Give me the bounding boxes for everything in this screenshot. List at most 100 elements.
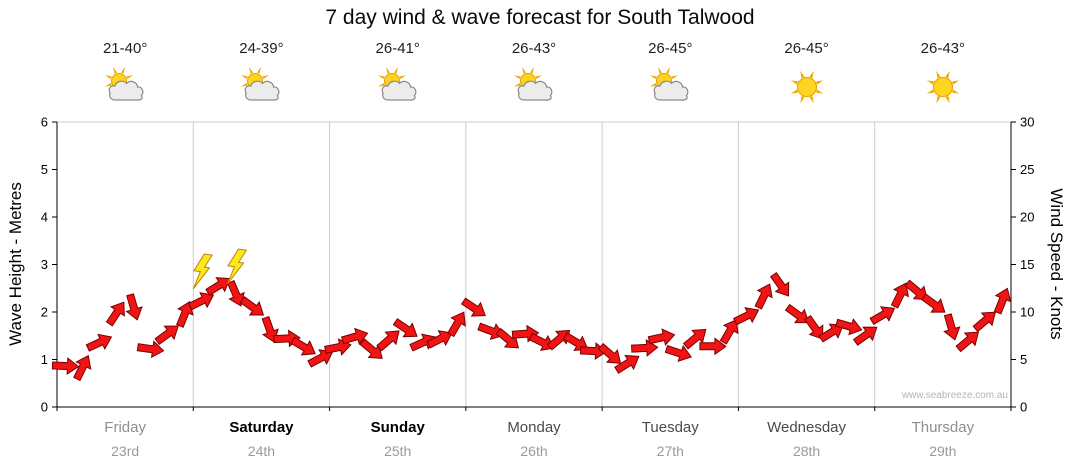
sun-icon <box>926 70 960 104</box>
wind-arrow <box>972 311 996 333</box>
wind-arrow <box>187 292 215 311</box>
cloud-icon <box>245 80 280 101</box>
wind-arrow <box>614 354 640 374</box>
watermark: www.seabreeze.com.au <box>901 390 1008 401</box>
day-label: Sunday <box>370 419 425 436</box>
sun-disc <box>796 77 817 97</box>
partly-cloudy-icon <box>241 66 280 101</box>
wind-arrow <box>699 337 727 356</box>
temperature-label: 26-45° <box>784 40 829 57</box>
lightning-icon <box>192 253 214 290</box>
wind-arrow <box>682 328 707 350</box>
wind-arrow <box>993 287 1012 315</box>
day-label: Wednesday <box>767 419 847 436</box>
wind-arrow <box>869 306 896 326</box>
wind-arrow <box>890 282 910 309</box>
left-axis-tick-label: 4 <box>41 210 48 225</box>
wind-arrow <box>818 323 844 343</box>
day-date: 27th <box>656 443 684 459</box>
sun-icon <box>790 70 823 104</box>
left-axis-tick-label: 2 <box>41 305 48 320</box>
left-axis-tick-label: 0 <box>41 400 48 415</box>
day-date: 29th <box>929 443 957 459</box>
chart-title: 7 day wind & wave forecast for South Tal… <box>325 6 755 29</box>
wind-arrow <box>136 340 165 359</box>
wind-arrow <box>447 311 466 338</box>
weather-icon <box>647 66 693 113</box>
wind-arrow <box>719 319 739 345</box>
day-date: 25th <box>384 443 412 459</box>
wind-arrow <box>647 328 676 346</box>
right-axis-tick-label: 30 <box>1020 115 1034 130</box>
right-axis-tick-label: 25 <box>1020 162 1034 177</box>
cloud-icon <box>517 80 553 101</box>
wind-arrow <box>51 357 80 376</box>
day-date: 23rd <box>111 443 140 459</box>
partly-cloudy-icon <box>649 66 689 101</box>
right-axis-tick-label: 15 <box>1020 257 1034 272</box>
wind-arrow <box>835 318 863 336</box>
wind-arrow <box>921 293 946 313</box>
wind-arrow-series <box>51 271 1012 382</box>
right-axis-tick-label: 0 <box>1020 400 1027 415</box>
wind-arrow <box>460 297 486 317</box>
temperature-label: 24-39° <box>239 40 284 57</box>
day-label: Tuesday <box>641 419 699 436</box>
wind-arrow <box>341 327 369 346</box>
day-label: Monday <box>507 419 561 436</box>
wind-arrow <box>359 338 383 359</box>
cloud-icon <box>381 80 417 101</box>
left-axis-tick-label: 5 <box>41 162 48 177</box>
wind-arrow <box>597 342 622 364</box>
day-date: 26th <box>520 443 548 459</box>
cloud-icon <box>108 80 144 101</box>
temperature-label: 21-40° <box>102 40 148 57</box>
wind-arrow <box>426 330 453 349</box>
temperature-label: 26-45° <box>648 40 693 57</box>
left-axis-title: Wave Height - Metres <box>6 182 25 346</box>
temperature-label: 26-41° <box>375 40 420 57</box>
wind-arrow <box>154 325 179 346</box>
wind-arrow <box>125 293 143 321</box>
temperature-label: 26-43° <box>920 40 966 57</box>
day-label: Thursday <box>911 419 975 436</box>
wind-arrow <box>769 271 790 297</box>
right-axis-tick-label: 5 <box>1020 352 1027 367</box>
left-axis-tick-label: 6 <box>41 115 48 130</box>
day-label: Friday <box>104 419 146 436</box>
wind-arrow <box>307 349 334 368</box>
day-date: 28th <box>792 443 821 459</box>
wind-arrow <box>239 296 265 316</box>
right-axis-tick-label: 20 <box>1020 210 1034 225</box>
wind-arrow <box>955 331 980 353</box>
wind-arrow <box>733 307 760 326</box>
wind-arrow <box>904 279 928 301</box>
wind-arrow <box>852 326 878 346</box>
left-axis-tick-label: 3 <box>41 257 48 272</box>
partly-cloudy-icon <box>377 66 417 101</box>
wind-arrow <box>754 283 773 310</box>
weather-icon <box>238 66 284 113</box>
wind-arrow <box>664 344 692 363</box>
weather-icon <box>102 66 148 113</box>
wind-arrow <box>528 332 555 352</box>
wind-arrow <box>85 333 113 352</box>
wind-arrow <box>73 354 92 382</box>
wind-arrow <box>631 338 659 357</box>
wind-arrow <box>205 277 231 297</box>
partly-cloudy-icon <box>104 66 144 101</box>
wind-arrow <box>804 314 824 340</box>
wind-arrow <box>943 313 961 341</box>
lightning-icon <box>226 248 248 285</box>
partly-cloudy-icon <box>513 66 553 101</box>
cloud-icon <box>653 80 689 101</box>
temperature-label: 26-43° <box>511 40 557 57</box>
wind-arrow <box>290 336 316 356</box>
right-axis-tick-label: 10 <box>1020 305 1034 320</box>
weather-icon <box>511 66 557 113</box>
day-label: Saturday <box>229 419 294 436</box>
day-date: 24th <box>247 443 276 459</box>
weather-icon <box>920 66 966 113</box>
left-axis-tick-label: 1 <box>41 352 48 367</box>
